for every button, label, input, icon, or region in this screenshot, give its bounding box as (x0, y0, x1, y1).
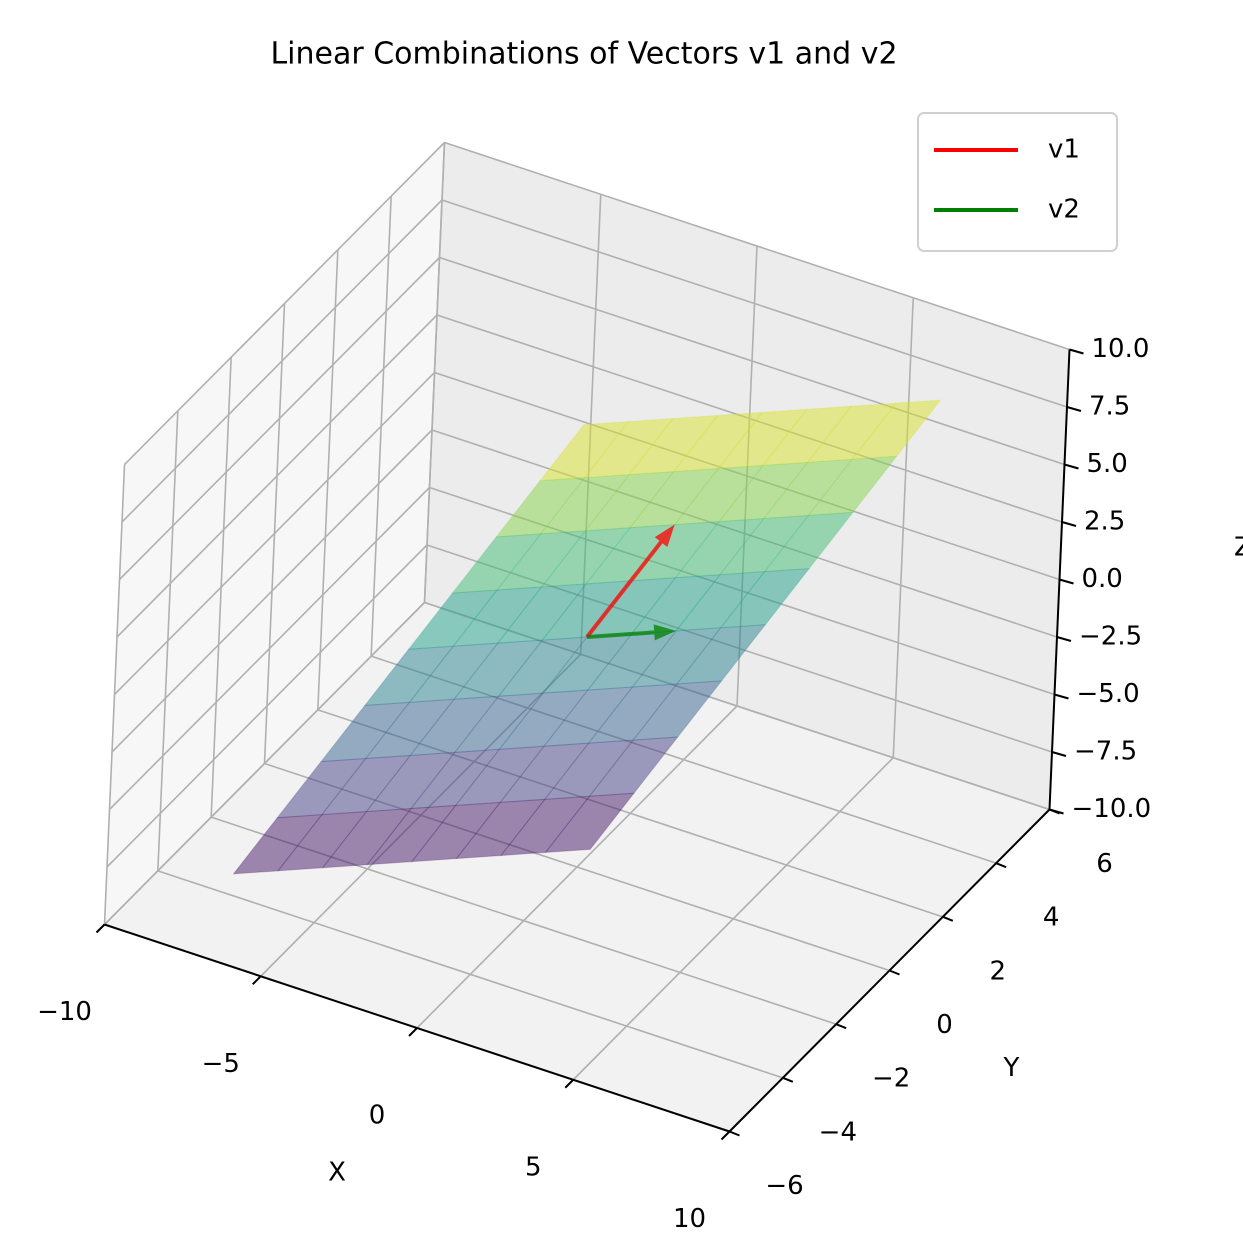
z-tick (1069, 348, 1084, 355)
grid-line (108, 486, 431, 811)
x-tick (252, 975, 262, 985)
z-tick (1061, 521, 1077, 527)
z-tick-label: 5.0 (1087, 449, 1128, 479)
grid-line (111, 429, 433, 753)
x-tick-label: −10 (37, 997, 92, 1027)
z-axis-label: Z (1234, 533, 1243, 563)
y-tick-label: 6 (1096, 849, 1113, 879)
grid-line (444, 141, 1070, 351)
grid-line (157, 870, 784, 1079)
z-tick-label: 0.0 (1082, 564, 1123, 594)
z-tick-label: −7.5 (1074, 737, 1137, 767)
surface-cell (453, 692, 545, 753)
y-tick-label: 4 (1043, 903, 1060, 933)
grid-line (123, 141, 446, 466)
y-tick (942, 915, 954, 922)
legend-box (917, 112, 1118, 252)
z-tick-label: 2.5 (1084, 507, 1125, 537)
surface-cell (232, 814, 323, 875)
surface-cell (588, 736, 679, 797)
z-tick (1054, 693, 1069, 700)
surface-cell (628, 414, 719, 476)
y-tick (995, 862, 1007, 869)
y-axis-label: Y (1003, 1053, 1020, 1083)
z-tick (1049, 808, 1064, 815)
z-tick-label: −10.0 (1072, 794, 1152, 824)
z-tick (1056, 636, 1072, 642)
vector-arrow (586, 624, 677, 641)
surface-cell (320, 701, 411, 763)
z-tick (1066, 406, 1082, 412)
z-tick-label: 7.5 (1089, 392, 1130, 422)
x-tick-label: 0 (369, 1101, 386, 1131)
chart-title: Linear Combinations of Vectors v1 and v2 (270, 37, 897, 72)
grid-line (106, 544, 428, 868)
x-tick-label: 5 (525, 1152, 542, 1182)
vector-shaft (586, 630, 655, 639)
surface-cell (631, 627, 722, 688)
y-tick-label: −6 (765, 1171, 803, 1201)
z-tick (1064, 463, 1079, 470)
x-axis-label: X (328, 1158, 346, 1188)
grid-line (441, 199, 1068, 408)
vector-shaft (585, 540, 663, 639)
vector-head (654, 524, 675, 547)
z-tick-label: −5.0 (1077, 679, 1140, 709)
z-tick-label: 10.0 (1092, 334, 1150, 364)
grid-line (121, 199, 443, 523)
y-tick-label: −2 (872, 1064, 910, 1094)
surface-cell (583, 417, 675, 479)
legend-label: v1 (1048, 135, 1080, 165)
y-tick (729, 1130, 740, 1137)
z-tick (1059, 578, 1074, 585)
x-tick-label: −5 (202, 1049, 240, 1079)
surface-cell (496, 583, 588, 644)
x-tick (564, 1079, 574, 1089)
y-tick (889, 969, 900, 976)
y-tick (782, 1076, 794, 1083)
grid-line (103, 601, 426, 926)
y-tick-label: 0 (936, 1010, 953, 1040)
z-tick (1051, 751, 1067, 757)
grid-line (439, 256, 1065, 466)
x-tick (720, 1130, 731, 1141)
grid-line (118, 256, 441, 581)
y-tick-label: 2 (990, 956, 1007, 986)
surface-cell (410, 801, 502, 863)
x-tick (408, 1027, 418, 1037)
y-tick (835, 1023, 847, 1030)
surface-cell (674, 517, 765, 579)
surface-cell (807, 455, 898, 517)
legend-label: v2 (1048, 195, 1080, 225)
grid-line (116, 314, 438, 638)
surface-cell (451, 533, 542, 594)
z-tick-label: −2.5 (1079, 622, 1142, 652)
vector-head (653, 624, 677, 641)
y-tick-label: −4 (819, 1117, 857, 1147)
vector-arrow (585, 524, 675, 639)
x-tick (95, 923, 106, 934)
grid-line (113, 371, 436, 696)
x-tick-label: 10 (673, 1204, 706, 1234)
